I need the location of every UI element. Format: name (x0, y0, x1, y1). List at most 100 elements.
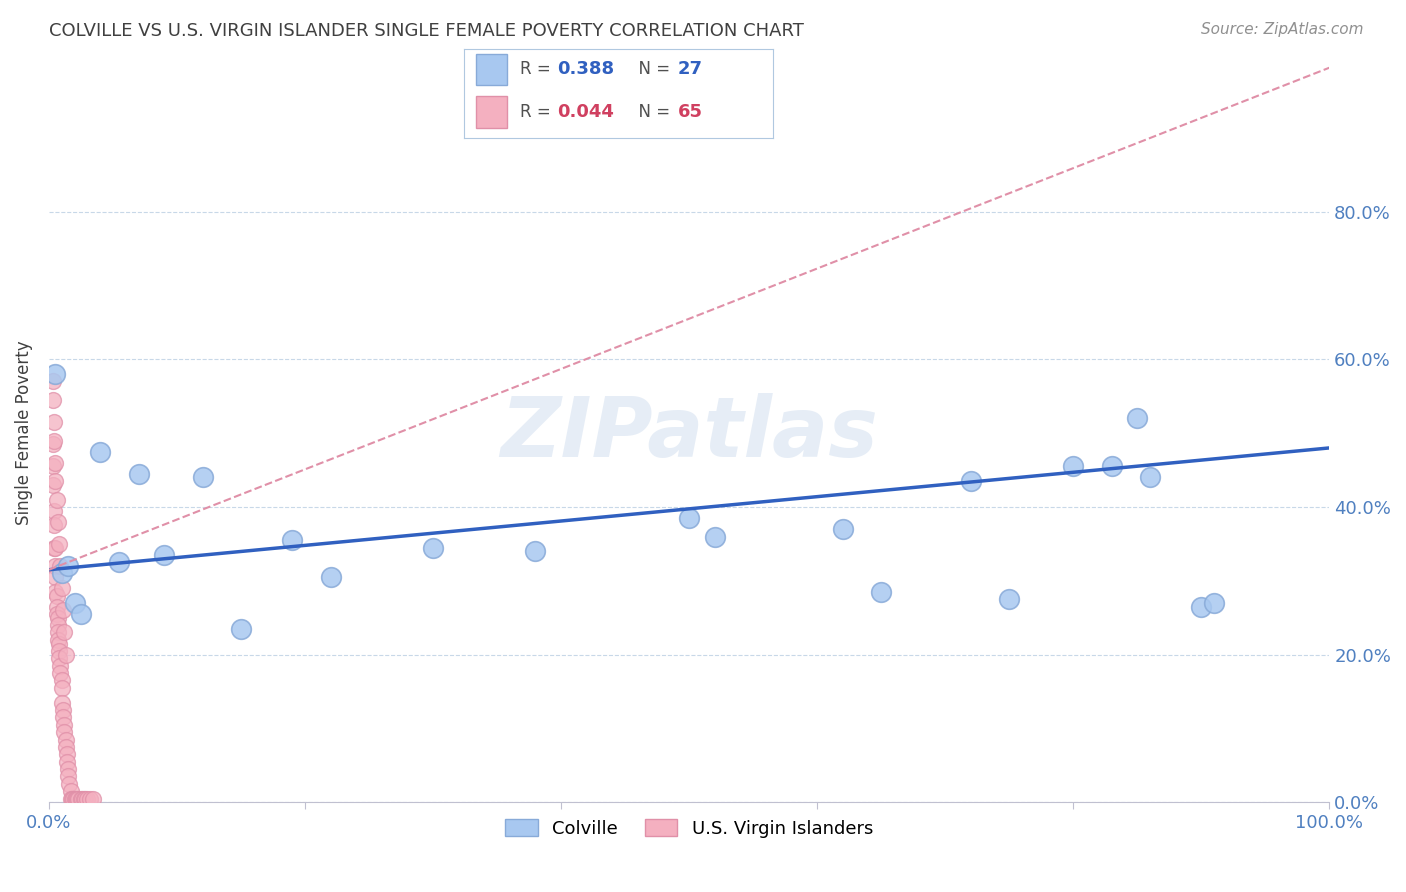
Point (42, 459, 65, 474)
Point (42, 392, 65, 407)
Text: 0.044: 0.044 (557, 103, 613, 121)
Bar (477, 96, 508, 128)
Point (44, 585, 66, 599)
Point (45, 607, 67, 621)
Point (44, 570, 66, 584)
Point (42, 375, 65, 389)
Point (42, 518, 65, 533)
Point (66, 791, 89, 805)
Text: ZIPatlas: ZIPatlas (501, 392, 879, 474)
Point (55, 648, 77, 662)
Point (65, 791, 87, 805)
Point (53, 625, 76, 640)
Point (58, 777, 80, 791)
Point (46, 618, 69, 632)
Point (1189, 599, 1212, 614)
Point (191, 470, 214, 484)
Point (44, 456, 66, 470)
Text: Source: ZipAtlas.com: Source: ZipAtlas.com (1201, 22, 1364, 37)
Text: COLVILLE VS U.S. VIRGIN ISLANDER SINGLE FEMALE POVERTY CORRELATION CHART: COLVILLE VS U.S. VIRGIN ISLANDER SINGLE … (49, 22, 804, 40)
Point (1202, 596, 1225, 610)
Point (49, 666, 72, 681)
Point (229, 622, 252, 636)
Point (51, 566, 73, 581)
Point (59, 791, 82, 805)
Text: N =: N = (628, 103, 675, 121)
Point (1139, 470, 1161, 484)
Point (63, 791, 86, 805)
Point (45, 589, 67, 603)
Point (59, 784, 82, 798)
Legend: Colville, U.S. Virgin Islanders: Colville, U.S. Virgin Islanders (498, 813, 880, 845)
Point (959, 474, 981, 488)
Point (42, 478, 65, 492)
Text: 27: 27 (678, 60, 703, 78)
Point (56, 755, 79, 769)
Point (72, 791, 94, 805)
Text: N =: N = (628, 60, 675, 78)
Point (56, 762, 79, 776)
Point (703, 529, 725, 543)
Point (998, 592, 1021, 607)
Point (55, 739, 77, 754)
Point (67, 791, 90, 805)
Point (42, 437, 65, 451)
Point (48, 537, 70, 551)
Bar (477, 54, 508, 85)
Point (319, 570, 342, 584)
Point (52, 710, 75, 724)
Point (44, 559, 66, 574)
Point (53, 718, 76, 732)
Point (678, 511, 700, 525)
Y-axis label: Single Female Poverty: Single Female Poverty (15, 341, 32, 525)
Point (55, 732, 77, 747)
Point (51, 673, 73, 688)
Point (70, 607, 93, 621)
Point (46, 632, 69, 647)
Point (153, 548, 176, 562)
Point (53, 725, 76, 739)
Point (45, 599, 67, 614)
Point (89, 444, 111, 458)
Point (49, 658, 72, 673)
Point (56, 559, 79, 574)
Point (48, 644, 70, 658)
Point (62, 791, 84, 805)
Point (52, 603, 75, 617)
Point (1101, 459, 1123, 474)
Point (56, 747, 79, 762)
Point (46, 625, 69, 640)
Point (48, 636, 70, 650)
Point (45, 492, 67, 507)
Point (870, 585, 893, 599)
Point (63, 596, 86, 610)
Point (108, 555, 131, 569)
Point (44, 541, 66, 555)
Point (42, 415, 65, 429)
Point (49, 559, 72, 574)
Point (46, 515, 69, 529)
Point (60, 791, 83, 805)
Point (524, 544, 547, 558)
Point (79, 791, 101, 805)
Text: 0.388: 0.388 (557, 60, 614, 78)
Point (42, 504, 65, 518)
Point (46, 611, 69, 625)
Point (51, 696, 73, 710)
Point (831, 522, 853, 536)
Point (82, 791, 104, 805)
Point (44, 367, 66, 381)
Point (73, 791, 96, 805)
Point (51, 681, 73, 695)
Point (76, 791, 98, 805)
Point (56, 769, 79, 783)
Point (51, 581, 73, 595)
Point (1062, 459, 1084, 474)
Point (1126, 411, 1149, 425)
Text: 65: 65 (678, 103, 703, 121)
Text: R =: R = (520, 103, 555, 121)
Point (72, 791, 94, 805)
Point (52, 703, 75, 717)
Point (42, 541, 65, 555)
Text: R =: R = (520, 60, 555, 78)
